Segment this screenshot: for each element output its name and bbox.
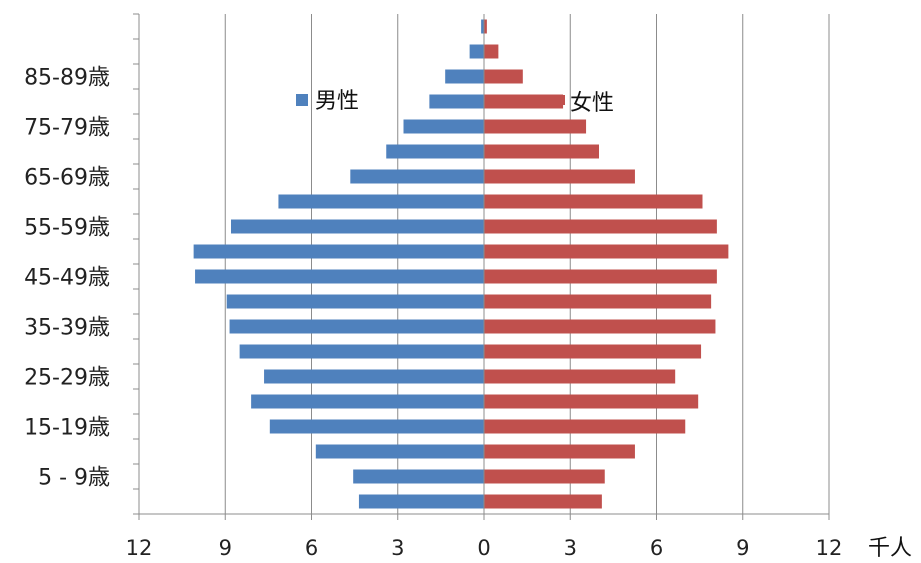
female-bar	[484, 369, 676, 384]
female-bar	[484, 469, 605, 484]
x-tick-label: 12	[126, 536, 153, 560]
male-bar	[251, 394, 484, 409]
male-bar	[358, 494, 484, 509]
y-category-label: 65-69歳	[24, 166, 110, 191]
male-bar	[193, 244, 484, 259]
male-bar	[481, 19, 484, 34]
female-bar	[484, 194, 703, 209]
female-bar	[484, 169, 635, 184]
male-bar	[350, 169, 484, 184]
female-bar	[484, 294, 712, 309]
female-bar	[484, 244, 729, 259]
female-bar	[484, 494, 602, 509]
legend-male-label: 男性	[315, 89, 359, 114]
legend-female-label: 女性	[570, 91, 614, 116]
y-category-label: 5 - 9歳	[38, 466, 110, 491]
y-category-label: 85-89歳	[24, 66, 110, 91]
male-bar	[264, 369, 484, 384]
male-bar	[353, 469, 484, 484]
x-tick-label: 0	[477, 536, 490, 560]
y-category-label: 75-79歳	[24, 116, 110, 141]
male-bar	[195, 269, 484, 284]
male-bar	[386, 144, 484, 159]
x-tick-label: 3	[391, 536, 404, 560]
y-category-label: 15-19歳	[24, 416, 110, 441]
male-bar	[403, 119, 484, 134]
female-bar	[484, 44, 499, 59]
male-bar	[315, 444, 484, 459]
legend-female-swatch	[559, 95, 565, 105]
female-bar	[484, 119, 587, 134]
male-bar	[239, 344, 484, 359]
male-bar	[278, 194, 484, 209]
x-unit-label: 千人	[868, 536, 912, 561]
legend-male-swatch	[296, 94, 308, 106]
female-bar	[484, 269, 717, 284]
female-bar	[484, 444, 635, 459]
male-bar	[445, 69, 484, 84]
x-tick-label: 12	[816, 536, 843, 560]
female-bar	[484, 319, 716, 334]
x-tick-label: 3	[564, 536, 577, 560]
male-bar	[429, 94, 484, 109]
female-bar	[484, 419, 686, 434]
x-tick-label: 6	[650, 536, 663, 560]
male-bar	[269, 419, 484, 434]
male-bar	[229, 319, 484, 334]
x-tick-label: 9	[736, 536, 749, 560]
female-bar	[484, 19, 487, 34]
female-bar	[484, 94, 564, 109]
x-tick-label: 6	[305, 536, 318, 560]
y-category-label: 35-39歳	[24, 316, 110, 341]
male-bar	[469, 44, 484, 59]
y-category-label: 25-29歳	[24, 366, 110, 391]
female-bar	[484, 144, 599, 159]
male-bar	[231, 219, 484, 234]
female-bar	[484, 69, 523, 84]
y-category-label: 45-49歳	[24, 266, 110, 291]
x-tick-label: 9	[219, 536, 232, 560]
female-bar	[484, 394, 699, 409]
y-category-label: 55-59歳	[24, 216, 110, 241]
female-bar	[484, 219, 717, 234]
female-bar	[484, 344, 702, 359]
male-bar	[226, 294, 484, 309]
